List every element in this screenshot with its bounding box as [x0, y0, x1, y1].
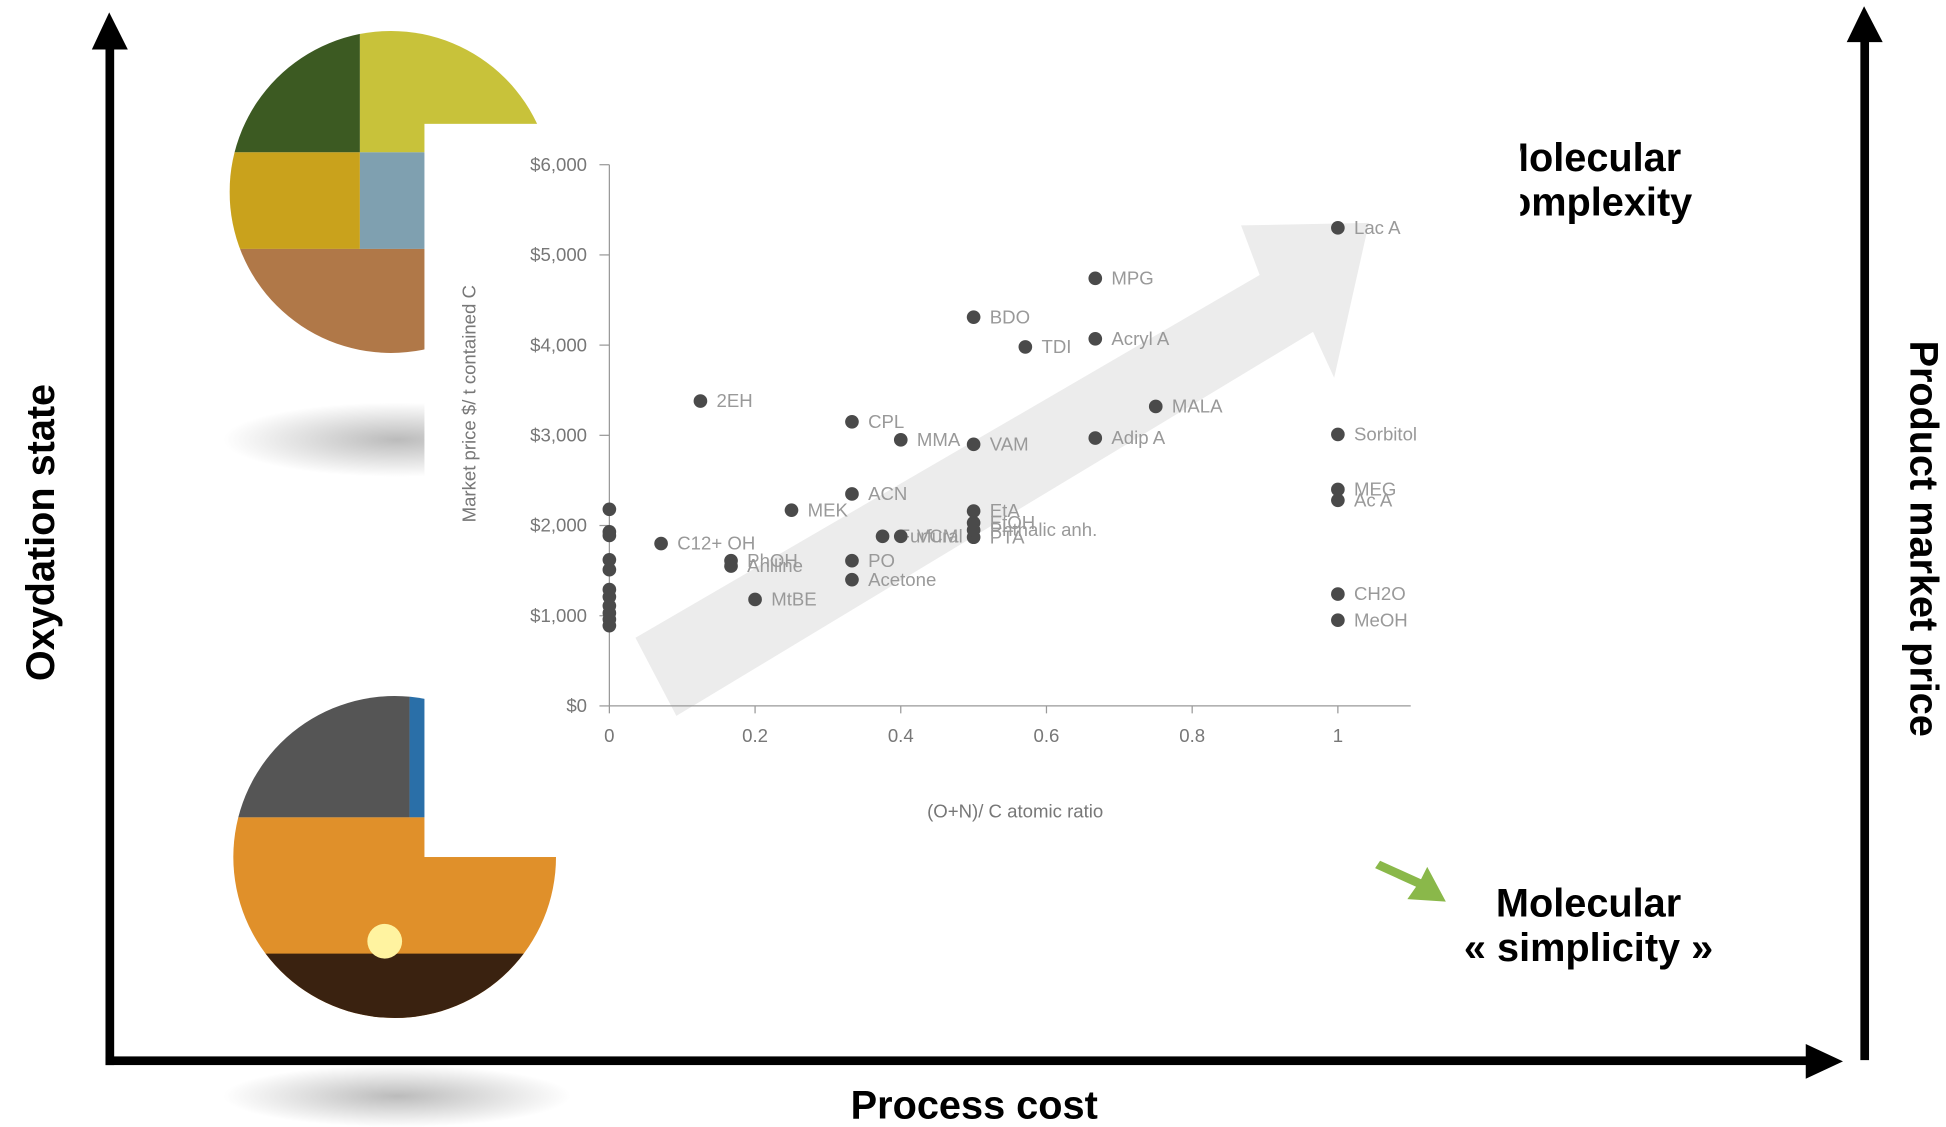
x-tick-label: 0.4 — [888, 725, 914, 746]
green-arrow — [1375, 861, 1446, 902]
point-label: MEK — [808, 499, 849, 520]
x-tick-label: 0 — [604, 725, 614, 746]
point — [1149, 400, 1163, 414]
point-label: CH2O — [1354, 583, 1406, 604]
point — [785, 503, 799, 517]
point-label: MeOH — [1354, 609, 1408, 630]
point-label: MtBE — [771, 589, 816, 610]
left-axis-label: Oxydation state — [19, 384, 63, 681]
diagram: Oxydation state Product market price Pro… — [0, 0, 1946, 1127]
bottom-axis-label: Process cost — [851, 1083, 1098, 1127]
point-label: MALA — [1172, 396, 1223, 417]
point — [1331, 428, 1345, 442]
point — [603, 563, 617, 577]
point-label: PO — [868, 550, 895, 571]
point — [894, 433, 908, 447]
point — [1331, 221, 1345, 235]
bottom-right-label: « simplicity » — [1464, 926, 1713, 970]
top-right-label: Molecular — [1496, 136, 1681, 180]
point-label: CPL — [868, 411, 904, 432]
x-axis-title: (O+N)/ C atomic ratio — [927, 800, 1103, 821]
point — [967, 523, 981, 537]
y-tick-label: $4,000 — [530, 334, 587, 355]
bottom-right-label: Molecular — [1496, 881, 1681, 925]
point — [724, 559, 738, 573]
point-label: MPG — [1111, 268, 1153, 289]
point — [1088, 272, 1102, 286]
x-tick-label: 0.8 — [1179, 725, 1205, 746]
point-label: Aniline — [747, 555, 803, 576]
y-tick-label: $1,000 — [530, 605, 587, 626]
point-label: VCM — [917, 526, 958, 547]
y-tick-label: $0 — [566, 695, 587, 716]
point-label: 2EH — [717, 390, 753, 411]
x-tick-label: 0.2 — [742, 725, 768, 746]
point — [967, 310, 981, 324]
point — [1331, 587, 1345, 601]
x-tick-label: 1 — [1333, 725, 1343, 746]
point-label: MMA — [917, 429, 961, 450]
right-axis-label: Product market price — [1902, 341, 1946, 737]
point-label: Sorbitol — [1354, 424, 1417, 445]
point-label: VAM — [990, 433, 1029, 454]
point-label: C12+ OH — [677, 533, 755, 554]
point — [603, 619, 617, 633]
point — [1019, 340, 1033, 354]
y-tick-label: $2,000 — [530, 515, 587, 536]
y-tick-label: $5,000 — [530, 244, 587, 265]
point — [845, 415, 859, 429]
x-tick-label: 0.6 — [1034, 725, 1060, 746]
point — [1331, 613, 1345, 627]
point — [603, 529, 617, 543]
point — [967, 504, 981, 518]
point-label: Acetone — [868, 569, 936, 590]
y-tick-label: $3,000 — [530, 425, 587, 446]
y-axis-title: Market price $/ t contained C — [458, 285, 479, 522]
point-label: ACN — [868, 483, 907, 504]
point-label: TDI — [1041, 336, 1071, 357]
point — [894, 530, 908, 544]
point — [748, 593, 762, 607]
point-label: Phthalic anh. — [990, 519, 1098, 540]
point — [845, 554, 859, 568]
y-tick-label: $6,000 — [530, 154, 587, 175]
overlap — [1464, 124, 1520, 235]
shadow — [223, 1065, 571, 1127]
point — [1088, 332, 1102, 346]
point-label: Adip A — [1111, 427, 1165, 448]
point-label: BDO — [990, 306, 1030, 327]
point — [694, 394, 708, 408]
point — [603, 502, 617, 516]
point — [1331, 493, 1345, 507]
point — [1088, 431, 1102, 445]
point — [876, 530, 890, 544]
point — [654, 537, 668, 551]
point-label: Lac A — [1354, 217, 1401, 238]
point-label: Ac A — [1354, 489, 1393, 510]
point — [845, 573, 859, 587]
point-label: Acryl A — [1111, 328, 1169, 349]
point — [967, 438, 981, 452]
